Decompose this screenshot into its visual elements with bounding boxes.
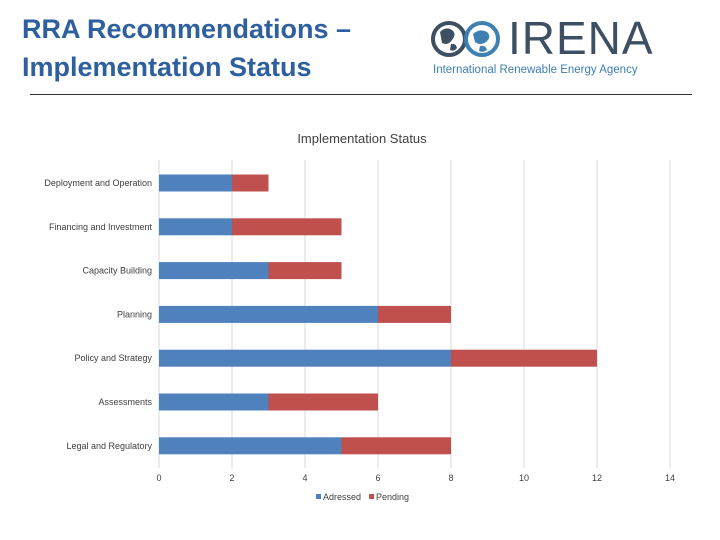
legend-label: Pending	[376, 492, 409, 502]
category-label: Capacity Building	[82, 266, 152, 276]
bar-adressed	[159, 262, 269, 280]
chart-title: Implementation Status	[297, 131, 427, 146]
legend: Adressed Pending	[316, 492, 409, 502]
category-label: Policy and Strategy	[74, 353, 152, 363]
irena-logo: IRENA International Renewable Energy Age…	[430, 12, 700, 82]
bar-adressed	[159, 305, 378, 323]
slide-title-line-1: RRA Recommendations –	[22, 14, 352, 44]
bar-adressed	[159, 437, 342, 455]
slide-title-line-2: Implementation Status	[22, 52, 312, 82]
category-labels: Deployment and Operation Financing and In…	[44, 178, 152, 451]
bar-adressed	[159, 349, 451, 367]
x-tick-label: 14	[665, 473, 675, 483]
legend-swatch	[316, 494, 321, 499]
bar-pending	[341, 437, 451, 455]
bar-adressed	[159, 218, 232, 236]
legend-swatch	[369, 494, 375, 499]
category-label: Assessments	[98, 397, 152, 407]
bars	[159, 174, 597, 455]
x-tick-label: 12	[592, 473, 602, 483]
logo-wordmark: IRENA	[508, 12, 654, 64]
x-tick-label: 8	[448, 473, 453, 483]
bar-pending	[268, 262, 342, 280]
bar-pending	[268, 393, 378, 411]
bar-pending	[451, 349, 597, 367]
x-tick-label: 2	[229, 473, 234, 483]
legend-label: Adressed	[323, 492, 361, 502]
bar-pending	[378, 305, 451, 323]
logo-tagline: International Renewable Energy Agency	[433, 64, 638, 76]
x-tick-label: 10	[519, 473, 529, 483]
bar-pending	[232, 218, 342, 236]
globe-logo-icon	[431, 21, 500, 57]
category-label: Deployment and Operation	[44, 178, 152, 188]
bar-adressed	[159, 393, 269, 411]
bar-pending	[232, 174, 269, 192]
category-label: Financing and Investment	[49, 222, 153, 232]
slide-title: RRA Recommendations – Implementation Sta…	[22, 10, 402, 86]
bar-adressed	[159, 174, 232, 192]
x-tick-label: 0	[156, 473, 161, 483]
x-tick-label: 4	[302, 473, 307, 483]
category-label: Planning	[117, 309, 152, 319]
category-label: Legal and Regulatory	[66, 441, 152, 451]
title-divider	[30, 94, 692, 95]
x-tick-label: 6	[375, 473, 380, 483]
x-tick-labels: 0 2 4 6 8 10 12 14	[156, 473, 675, 483]
